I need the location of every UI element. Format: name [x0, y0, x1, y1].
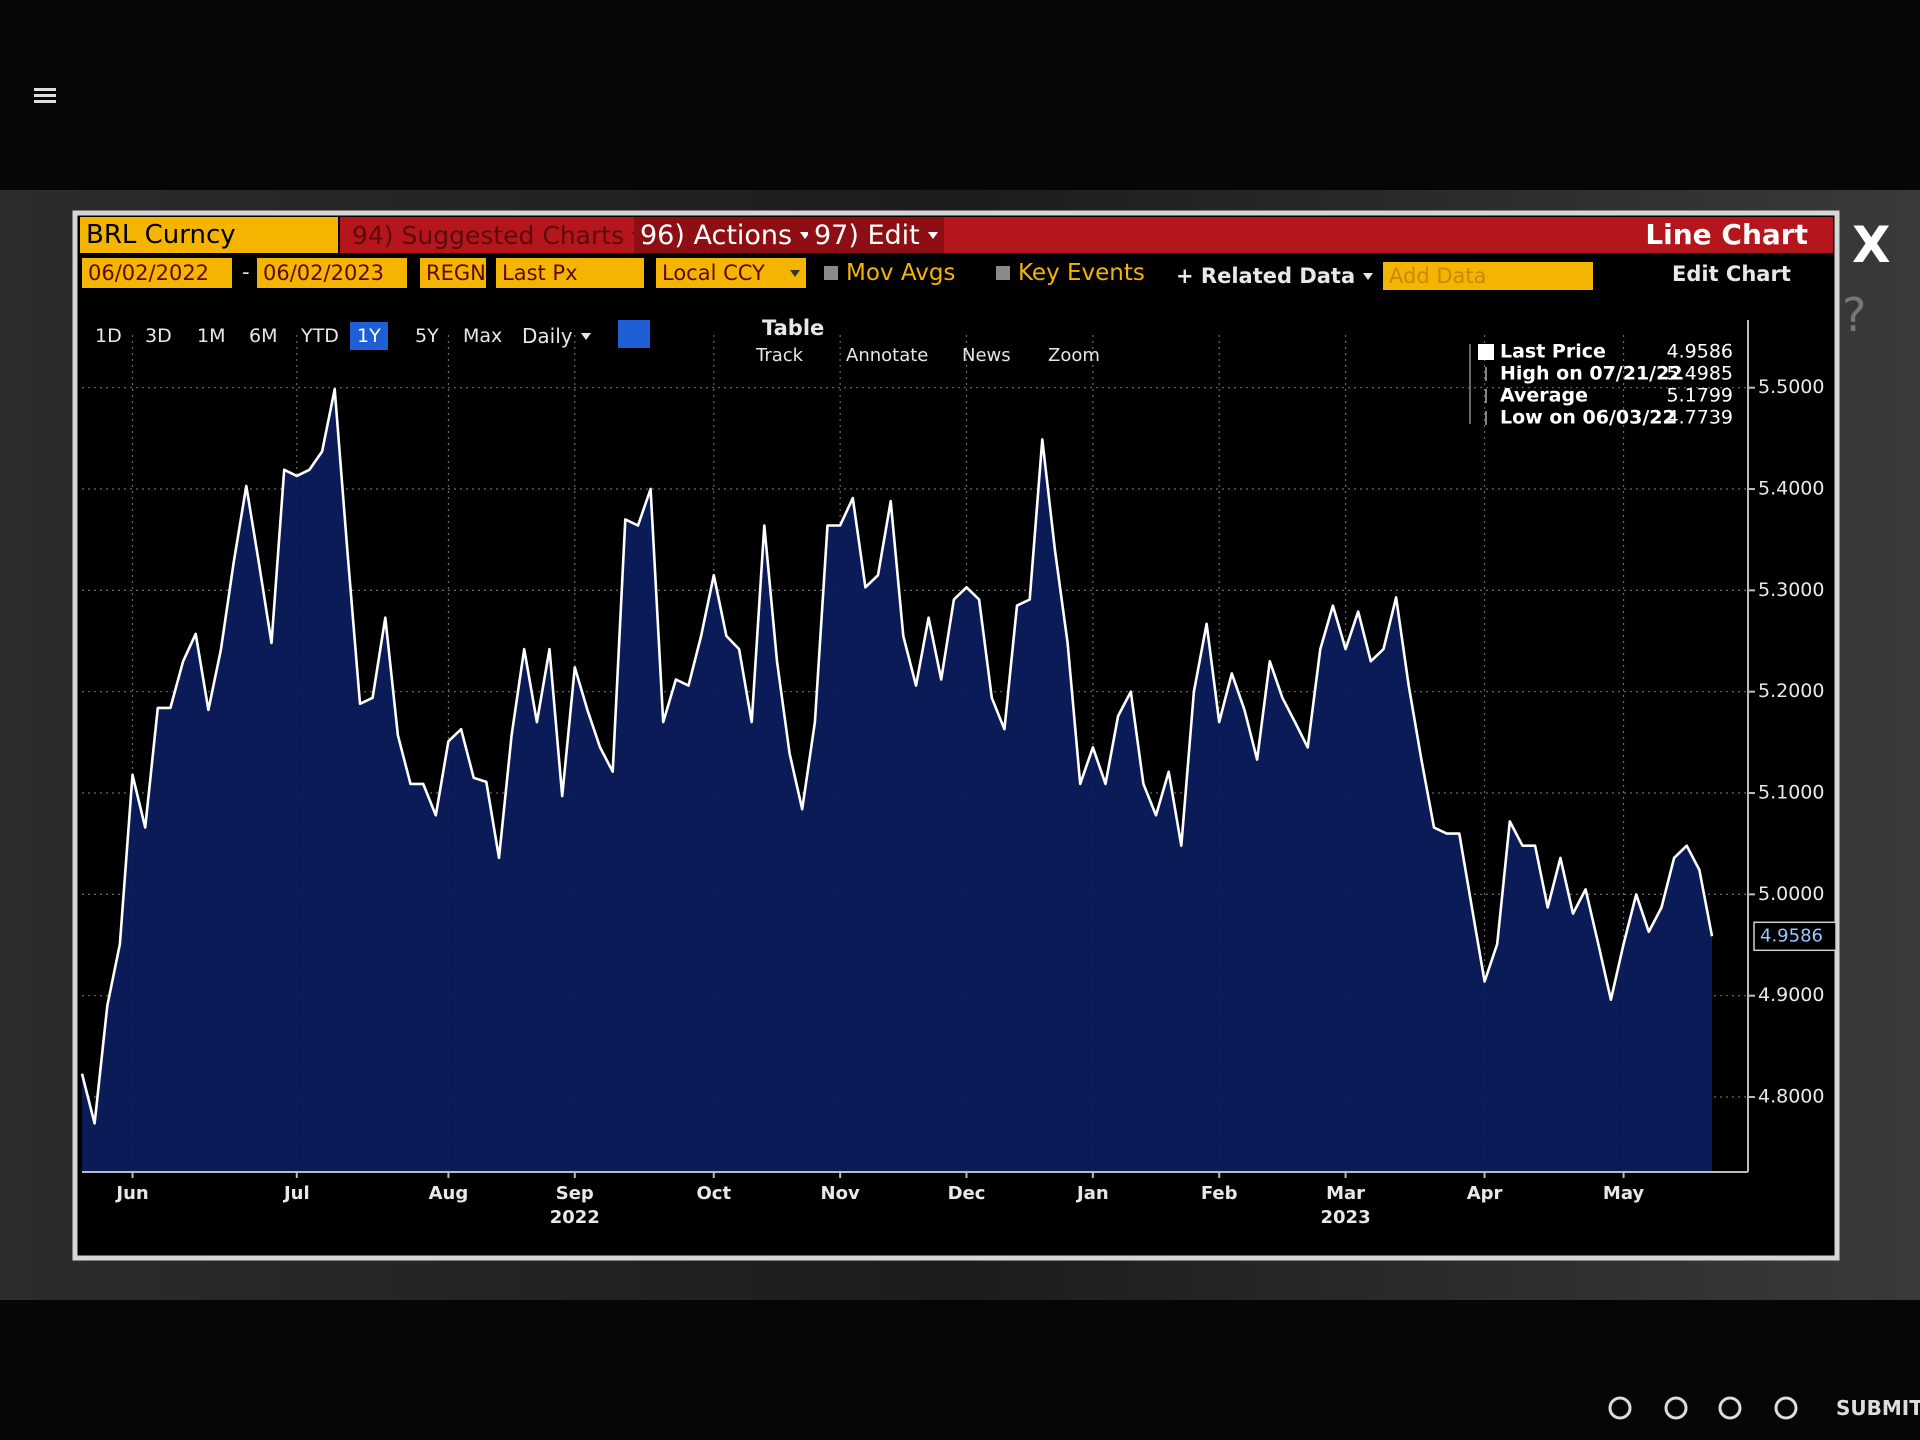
x-tick-label: Dec: [948, 1183, 986, 1204]
checkbox[interactable]: [996, 266, 1010, 280]
menu-text: 97) Edit: [814, 219, 920, 251]
close-button[interactable]: X: [1852, 216, 1891, 274]
stat-label: Low on 06/03/22: [1500, 407, 1676, 429]
frequency-text: Daily: [522, 324, 573, 348]
line-chart-icon[interactable]: [618, 320, 650, 348]
toolbar-icon[interactable]: [1774, 1396, 1798, 1420]
date-text: 06/02/2023: [263, 261, 385, 285]
frequency[interactable]: Daily: [516, 322, 597, 350]
security-field[interactable]: BRL Curncy: [80, 217, 338, 253]
period-button[interactable]: 5Y: [415, 325, 439, 347]
period-button[interactable]: 1M: [197, 325, 226, 347]
edit-chart[interactable]: Edit Chart: [1672, 262, 1791, 286]
last-value-label: 4.9586: [1760, 925, 1823, 946]
y-tick-label: 5.5000: [1758, 376, 1824, 398]
area: [82, 389, 1712, 1172]
period-button[interactable]: 6M: [249, 325, 278, 347]
stat-value: 5.4985: [1667, 363, 1733, 385]
field[interactable]: Last Px: [496, 258, 644, 288]
x-tick-label: Apr: [1467, 1183, 1503, 1204]
x-tick-label: May: [1603, 1183, 1645, 1204]
toggle-label[interactable]: Mov Avgs: [846, 260, 956, 286]
x-tick-label: Aug: [429, 1183, 469, 1204]
legend-value: 4.9586: [1667, 341, 1733, 363]
help-button[interactable]: ?: [1842, 288, 1867, 342]
period-button[interactable]: 1Y: [350, 322, 388, 350]
x-tick-label: Sep: [556, 1183, 594, 1204]
menu-item[interactable]: 97) Edit: [808, 217, 944, 253]
x-tick-label: Jan: [1075, 1183, 1109, 1204]
period-button[interactable]: 1D: [95, 325, 122, 347]
table-button[interactable]: Table: [762, 316, 825, 340]
stat-value: 5.1799: [1667, 385, 1733, 407]
x-year-label: 2022: [550, 1207, 600, 1228]
add-data-text: Add Data: [1389, 264, 1487, 288]
date-text: 06/02/2022: [88, 261, 210, 285]
add-data-field[interactable]: Add Data: [1383, 262, 1593, 290]
field[interactable]: Local CCY: [656, 258, 806, 288]
menu-item[interactable]: 94) Suggested Charts: [346, 217, 648, 253]
toolbar-icon[interactable]: [1718, 1396, 1742, 1420]
related-data[interactable]: + Related Data: [1170, 262, 1379, 290]
toggle-label[interactable]: Key Events: [1018, 260, 1145, 286]
checkbox[interactable]: [824, 266, 838, 280]
y-tick-label: 5.2000: [1758, 680, 1824, 702]
field-text: REGN: [426, 261, 486, 285]
security-text: BRL Curncy: [86, 220, 236, 250]
field-text: Last Px: [502, 261, 578, 285]
menu-text: 94) Suggested Charts: [352, 220, 625, 250]
menu-bar: [340, 217, 1833, 253]
y-tick-label: 5.0000: [1758, 883, 1824, 905]
x-year-label: 2023: [1321, 1207, 1371, 1228]
x-tick-label: Jun: [114, 1183, 148, 1204]
stat-label: Average: [1500, 385, 1588, 407]
window-title: Line Chart: [1645, 218, 1808, 251]
y-tick-label: 4.9000: [1758, 984, 1824, 1006]
date-separator: -: [242, 260, 250, 284]
dropdown-arrow: [927, 231, 938, 239]
end-date[interactable]: 06/02/2023: [257, 258, 407, 288]
start-date[interactable]: 06/02/2022: [82, 258, 232, 288]
dropdown-arrow: [790, 269, 800, 277]
tool-button[interactable]: Zoom: [1048, 345, 1100, 366]
x-tick-label: Oct: [696, 1183, 731, 1204]
legend-icon: [1478, 344, 1494, 360]
y-tick-label: 5.1000: [1758, 782, 1824, 804]
x-tick-label: Jul: [282, 1183, 310, 1204]
period-button[interactable]: 3D: [145, 325, 172, 347]
field-text: Local CCY: [662, 261, 765, 285]
toolbar-icon[interactable]: [1664, 1396, 1688, 1420]
last-value-tag: [1753, 921, 1837, 952]
x-tick-label: Nov: [821, 1183, 860, 1204]
y-tick-label: 4.8000: [1758, 1086, 1824, 1108]
period-button[interactable]: Max: [463, 325, 503, 347]
y-tick-label: 5.3000: [1758, 579, 1824, 601]
dropdown-arrow: [800, 231, 811, 239]
menu-text: 96) Actions: [640, 219, 793, 251]
legend-label: Last Price: [1500, 341, 1606, 363]
stat-value: 4.7739: [1667, 407, 1733, 429]
tool-button[interactable]: Annotate: [846, 345, 929, 366]
submit-button[interactable]: SUBMIT: [1836, 1396, 1920, 1420]
tool-button[interactable]: Track: [756, 345, 804, 366]
toolbar-icon[interactable]: [1608, 1396, 1632, 1420]
x-tick-label: Feb: [1201, 1183, 1238, 1204]
dropdown-arrow: [580, 332, 591, 340]
y-tick-label: 5.4000: [1758, 478, 1824, 500]
stat-label: High on 07/21/22: [1500, 363, 1683, 385]
tool-button[interactable]: News: [962, 345, 1011, 366]
menu-icon[interactable]: [34, 88, 56, 103]
x-tick-label: Mar: [1326, 1183, 1365, 1204]
menu-item[interactable]: 96) Actions: [634, 217, 817, 253]
period-button[interactable]: YTD: [301, 325, 339, 347]
dropdown-arrow: [1363, 272, 1374, 280]
field[interactable]: REGN: [420, 258, 486, 288]
line: [80, 387, 1714, 1125]
related-text: + Related Data: [1176, 264, 1356, 288]
